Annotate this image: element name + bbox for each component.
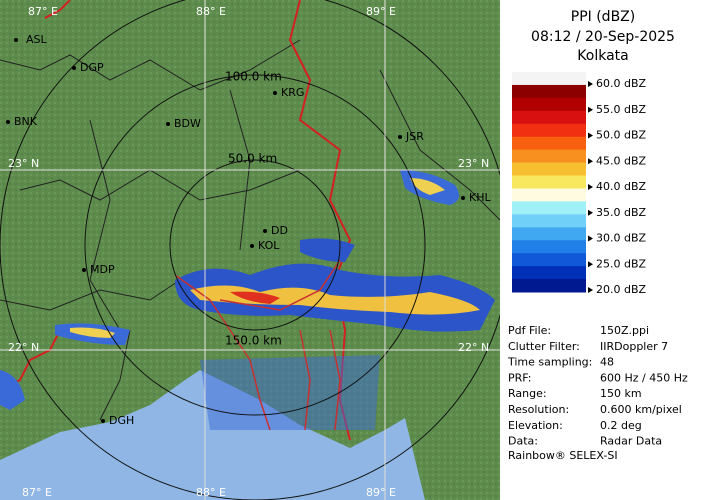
- scale-band: [512, 201, 586, 215]
- lat-label: 23° N: [458, 157, 489, 170]
- scale-pointer: [588, 287, 593, 293]
- sea: [0, 370, 425, 500]
- city-label: KRG: [281, 86, 304, 99]
- info-value: 150 km: [600, 387, 642, 400]
- info-value: 0.600 km/pixel: [600, 403, 682, 416]
- city-label: KHL: [469, 191, 491, 204]
- city-label: MDP: [90, 263, 115, 276]
- info-value: 150Z.ppi: [600, 324, 649, 337]
- radar-echoes: [0, 170, 495, 430]
- lon-label: 87° E: [28, 5, 58, 18]
- city-label: KOL: [258, 239, 280, 252]
- scale-band: [512, 149, 586, 164]
- scale-band: [512, 123, 586, 138]
- info-key: Resolution:: [508, 403, 569, 416]
- scale-band: [512, 227, 586, 241]
- panel-title: PPI (dBZ): [571, 9, 635, 25]
- lon-label: 88° E: [196, 486, 226, 499]
- scale-pointer: [588, 132, 593, 139]
- lon-label: 89° E: [366, 5, 396, 18]
- city-label: DGH: [109, 414, 134, 427]
- info-key: Elevation:: [508, 419, 563, 432]
- panel-site: Kolkata: [577, 48, 628, 64]
- scale-pointer: [588, 106, 593, 113]
- lon-label: 89° E: [366, 486, 396, 499]
- lat-label: 22° N: [8, 341, 39, 354]
- scale-label: 40.0 dBZ: [596, 180, 647, 193]
- scale-label: 50.0 dBZ: [596, 129, 647, 142]
- scale-band: [512, 279, 586, 293]
- info-key: PRF:: [508, 371, 531, 384]
- scale-band: [512, 253, 586, 267]
- range-label: 100.0 km: [225, 70, 282, 84]
- lat-label: 22° N: [458, 341, 489, 354]
- city-label: BDW: [174, 117, 201, 130]
- city-label: DGP: [80, 61, 104, 74]
- range-rings: [0, 0, 500, 500]
- scale-label: 35.0 dBZ: [596, 206, 647, 219]
- graticule: [0, 0, 500, 500]
- scale-band: [512, 97, 586, 112]
- info-value: 0.2 deg: [600, 419, 642, 432]
- info-key: Clutter Filter:: [508, 340, 580, 353]
- city-label: JSR: [405, 130, 424, 143]
- scale-label: 45.0 dBZ: [596, 154, 647, 167]
- footer: Rainbow® SELEX-SI: [508, 449, 618, 462]
- panel-time: 08:12 / 20-Sep-2025: [531, 29, 675, 45]
- scale-label: 30.0 dBZ: [596, 232, 647, 245]
- scale-pointer: [588, 261, 593, 268]
- lon-label: 87° E: [22, 486, 52, 499]
- scale-band: [512, 136, 586, 151]
- info-value: 600 Hz / 450 Hz: [600, 371, 688, 384]
- scale-band: [512, 175, 586, 189]
- scale-band: [512, 240, 586, 254]
- scale-band: [512, 72, 586, 86]
- info-key: Range:: [508, 387, 547, 400]
- lat-label: 23° N: [8, 157, 39, 170]
- info-value: Radar Data: [600, 435, 662, 448]
- scale-band: [512, 162, 586, 177]
- info-key: Pdf File:: [508, 324, 551, 337]
- range-label: 150.0 km: [225, 334, 282, 348]
- scale-label: 20.0 dBZ: [596, 283, 647, 296]
- scale-band: [512, 110, 586, 125]
- range-label: 50.0 km: [228, 152, 277, 166]
- info-value: IIRDoppler 7: [600, 340, 668, 353]
- scale-label: 60.0 dBZ: [596, 77, 647, 90]
- scale-label: 25.0 dBZ: [596, 257, 647, 270]
- scale-band: [512, 214, 586, 228]
- scale-pointer: [588, 158, 593, 165]
- side-panel: PPI (dBZ) 08:12 / 20-Sep-2025 Kolkata Ra…: [500, 0, 706, 500]
- map: 87° E 88° E 89° E 23° N 23° N 22° N 22° …: [0, 0, 500, 500]
- delta-rivers: [174, 259, 341, 431]
- scale-band: [512, 188, 586, 202]
- city-label: ASL: [26, 33, 48, 46]
- scale-label: 55.0 dBZ: [596, 103, 647, 116]
- scale-band: [512, 266, 586, 280]
- scale-pointer: [588, 184, 593, 190]
- scale-band: [512, 84, 586, 99]
- scale-pointer: [588, 209, 593, 216]
- scale-pointer: [588, 235, 593, 242]
- city-label: DD: [271, 224, 288, 237]
- info-value: 48: [600, 356, 614, 369]
- lon-label: 88° E: [196, 5, 226, 18]
- cities: ASL DGP KRG BDW BNK JSR KHL DD KOL MDP D…: [6, 33, 491, 427]
- info-key: Data:: [508, 435, 538, 448]
- info-key: Time sampling:: [507, 356, 592, 369]
- city-label: BNK: [14, 115, 38, 128]
- scale-pointer: [588, 81, 593, 87]
